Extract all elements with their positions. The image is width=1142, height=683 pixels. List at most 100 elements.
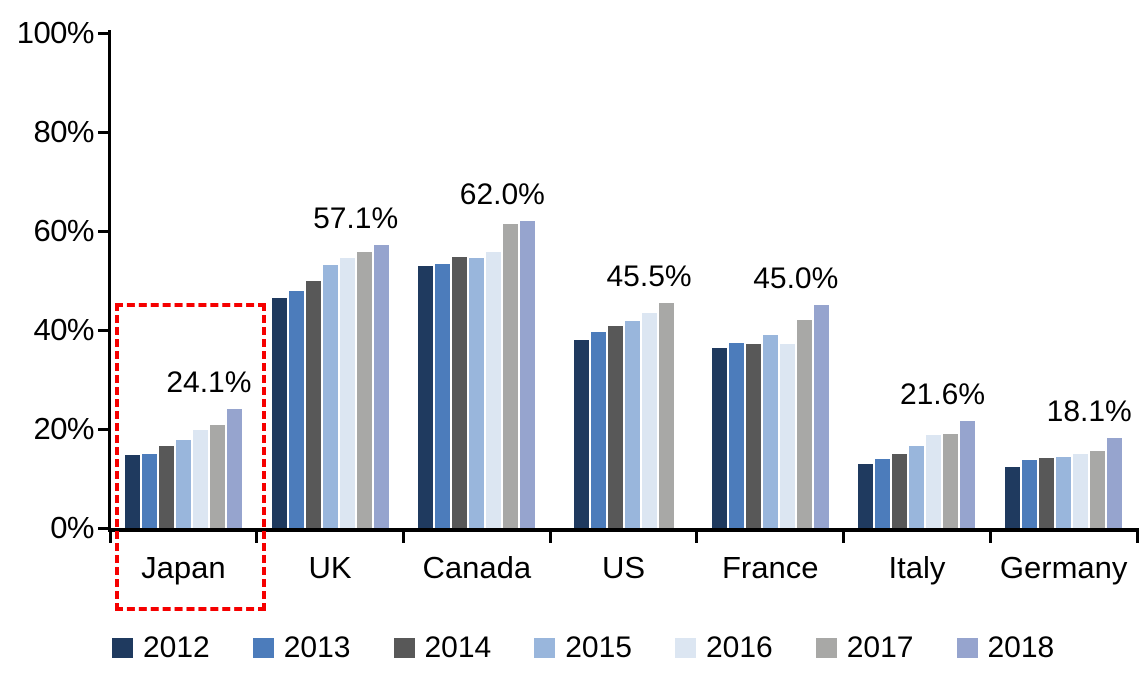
y-tick-label: 100%: [16, 15, 95, 50]
legend-swatch-2014: [393, 638, 415, 658]
bar-canada-2016: [486, 251, 502, 528]
x-tick: [695, 531, 699, 543]
legend-swatch-2017: [815, 638, 837, 658]
legend-label-2014: 2014: [424, 631, 492, 664]
y-tick-label: 40%: [33, 312, 94, 347]
category-label-germany: Germany: [999, 550, 1128, 585]
bar-canada-2014: [452, 257, 468, 528]
peak-value-label-uk: 57.1%: [313, 202, 399, 236]
bar-japan-2017: [209, 425, 225, 528]
legend-label-2015: 2015: [565, 631, 632, 664]
bar-france-2017: [796, 320, 812, 528]
bar-uk-2016: [339, 257, 355, 528]
category-label-japan: Japan: [141, 550, 226, 585]
legend-label-2018: 2018: [987, 631, 1055, 664]
bar-canada-2017: [503, 224, 519, 528]
bar-japan-2012: [124, 454, 140, 528]
y-tick-label: 60%: [33, 213, 94, 248]
bar-uk-2015: [322, 264, 338, 528]
y-tick-60pct: [98, 230, 109, 233]
category-label-us: US: [601, 550, 646, 585]
bar-uk-2014: [305, 280, 321, 528]
bar-uk-2018: [373, 245, 389, 528]
bar-france-2012: [711, 347, 727, 528]
y-tick-100pct: [98, 32, 109, 35]
legend-item-2017: 2017: [815, 631, 914, 664]
x-axis-line: [108, 528, 1139, 532]
bar-germany-2013: [1022, 460, 1038, 528]
x-tick: [548, 531, 552, 543]
bar-group-us: 45.5%: [550, 33, 697, 528]
bar-france-2013: [728, 342, 744, 528]
bar-germany-2017: [1090, 450, 1106, 528]
legend-label-2016: 2016: [706, 631, 773, 664]
bar-germany-2012: [1005, 467, 1021, 528]
peak-value-label-canada: 62.0%: [459, 178, 545, 212]
bar-group-uk: 57.1%: [257, 33, 404, 528]
bar-us-2016: [641, 313, 657, 528]
bar-italy-2014: [892, 453, 908, 528]
bar-japan-2015: [175, 439, 191, 528]
bar-japan-2018: [226, 408, 242, 528]
bar-us-2015: [624, 321, 640, 528]
bar-italy-2018: [960, 421, 976, 528]
category-label-canada: Canada: [422, 550, 532, 585]
bar-canada-2015: [469, 258, 485, 528]
category-label-uk: UK: [308, 550, 352, 585]
legend-item-2013: 2013: [252, 631, 351, 664]
bar-france-2016: [779, 343, 795, 528]
legend-swatch-2013: [252, 638, 274, 658]
bar-group-italy: 21.6%: [844, 33, 991, 528]
legend-swatch-2015: [534, 638, 556, 658]
bar-us-2013: [590, 331, 606, 528]
bar-uk-2013: [288, 290, 304, 528]
bar-germany-2016: [1073, 453, 1089, 528]
bar-uk-2012: [271, 298, 287, 528]
bar-uk-2017: [356, 251, 372, 528]
legend-label-2013: 2013: [283, 631, 351, 664]
bar-canada-2012: [418, 266, 434, 528]
legend-item-2014: 2014: [393, 631, 492, 664]
bar-france-2014: [745, 343, 761, 528]
bar-japan-2013: [141, 453, 157, 528]
bar-italy-2017: [943, 433, 959, 528]
legend-item-2015: 2015: [534, 632, 632, 664]
y-tick-40pct: [98, 329, 109, 332]
peak-value-label-italy: 21.6%: [899, 378, 986, 412]
plot-area: 24.1% 57.1% 62.0% 45.5% 45.0% 21.6% 18.1%: [110, 33, 1137, 528]
bar-france-2018: [813, 305, 829, 528]
legend-item-2012: 2012: [112, 632, 210, 664]
bar-germany-2015: [1056, 457, 1072, 528]
x-tick: [401, 531, 405, 543]
legend-label-2017: 2017: [846, 631, 914, 664]
y-tick-80pct: [98, 131, 109, 134]
y-tick-20pct: [98, 428, 109, 431]
peak-value-label-france: 45.0%: [753, 262, 839, 296]
bar-group-japan: 24.1%: [110, 33, 257, 528]
bar-group-germany: 18.1%: [990, 33, 1137, 528]
bar-canada-2013: [435, 264, 451, 528]
bar-france-2015: [762, 335, 778, 528]
category-axis-labels: Japan UK Canada US France Italy Germany: [110, 550, 1137, 586]
bar-germany-2018: [1107, 438, 1123, 528]
x-tick: [842, 531, 846, 543]
bar-us-2014: [607, 326, 623, 528]
legend-item-2018: 2018: [956, 631, 1055, 664]
bar-group-france: 45.0%: [697, 33, 844, 528]
x-tick: [255, 531, 259, 543]
legend-item-2016: 2016: [675, 632, 773, 664]
peak-value-label-japan: 24.1%: [166, 365, 252, 399]
legend-swatch-2012: [112, 638, 133, 658]
bar-us-2017: [658, 302, 674, 528]
bar-canada-2018: [520, 221, 536, 528]
bar-italy-2013: [875, 459, 891, 528]
bar-italy-2015: [909, 445, 925, 528]
peak-value-label-us: 45.5%: [606, 259, 692, 293]
x-tick: [988, 531, 992, 543]
category-label-france: France: [721, 550, 819, 585]
bar-group-canada: 62.0%: [403, 33, 550, 528]
y-tick-label: 0%: [50, 510, 94, 545]
peak-value-label-germany: 18.1%: [1046, 395, 1132, 429]
bar-italy-2012: [858, 464, 874, 528]
